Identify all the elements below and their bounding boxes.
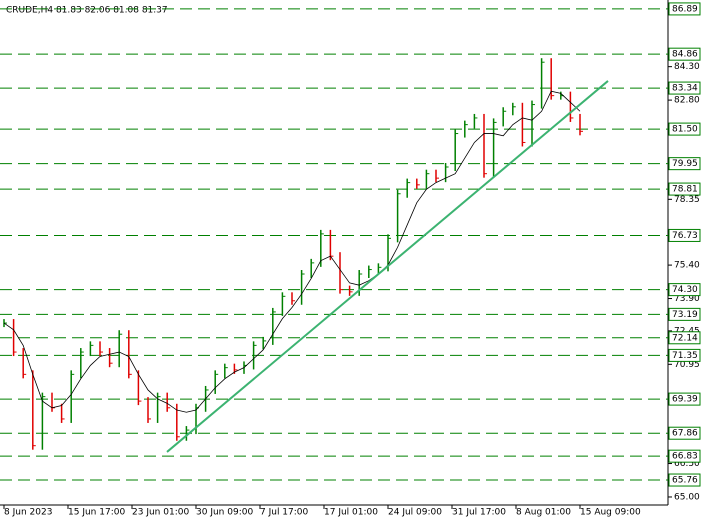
x-tick-label: 15 Aug 09:00 <box>580 508 641 518</box>
level-label-box <box>668 449 701 463</box>
level-label: 83.34 <box>672 84 698 94</box>
trend-line <box>166 80 609 453</box>
x-tick-label: 17 Jul 01:00 <box>324 508 378 518</box>
level-label: 76.73 <box>672 231 698 241</box>
x-tick-label: 8 Aug 01:00 <box>516 508 571 518</box>
level-label: 67.86 <box>672 429 698 439</box>
level-label-box <box>668 182 701 196</box>
level-label-box <box>668 122 701 136</box>
level-label: 84.86 <box>672 50 698 60</box>
level-label: 73.19 <box>672 310 698 320</box>
level-label-box <box>668 81 701 95</box>
y-tick-label: 70.95 <box>674 360 700 370</box>
chart-title: CRUDE,H4 81.83 82.06 81.08 81.37 <box>6 6 168 16</box>
y-tick-label: 75.40 <box>674 261 700 271</box>
x-tick-label: 7 Jul 17:00 <box>260 508 309 518</box>
level-label-box <box>668 426 701 440</box>
level-label-box <box>668 2 701 16</box>
level-label: 74.30 <box>672 285 698 295</box>
moving-average <box>3 90 581 413</box>
x-tick-label: 30 Jun 09:00 <box>196 508 253 518</box>
level-label-box <box>668 348 701 362</box>
level-label: 81.50 <box>672 125 698 135</box>
level-label: 66.83 <box>672 452 698 462</box>
y-tick-label: 66.50 <box>674 459 700 469</box>
level-label-box <box>668 331 701 345</box>
x-tick-label: 24 Jul 09:00 <box>388 508 442 518</box>
level-label: 69.39 <box>672 395 698 405</box>
level-label-box <box>668 283 701 297</box>
level-label-box <box>668 392 701 406</box>
y-tick-label: 73.90 <box>674 294 700 304</box>
x-tick-label: 31 Jul 17:00 <box>452 508 506 518</box>
x-tick-label: 23 Jun 01:00 <box>132 508 189 518</box>
x-tick-label: 8 Jun 2023 <box>4 508 52 518</box>
level-label-box <box>668 307 701 321</box>
y-tick-label: 82.80 <box>674 96 700 106</box>
y-tick-label: 78.35 <box>674 195 700 205</box>
level-label: 71.35 <box>672 351 698 361</box>
level-label: 79.95 <box>672 159 698 169</box>
y-tick-label: 84.30 <box>674 62 700 72</box>
y-tick-label: 65.00 <box>674 492 700 502</box>
level-label-box <box>668 47 701 61</box>
level-label: 65.76 <box>672 476 698 486</box>
level-label-box <box>668 157 701 171</box>
level-label: 86.89 <box>672 4 698 14</box>
level-label: 72.14 <box>672 333 698 343</box>
x-tick-label: 15 Jun 17:00 <box>68 508 125 518</box>
level-label-box <box>668 228 701 242</box>
level-label: 78.81 <box>672 185 698 195</box>
level-label-box <box>668 473 701 487</box>
